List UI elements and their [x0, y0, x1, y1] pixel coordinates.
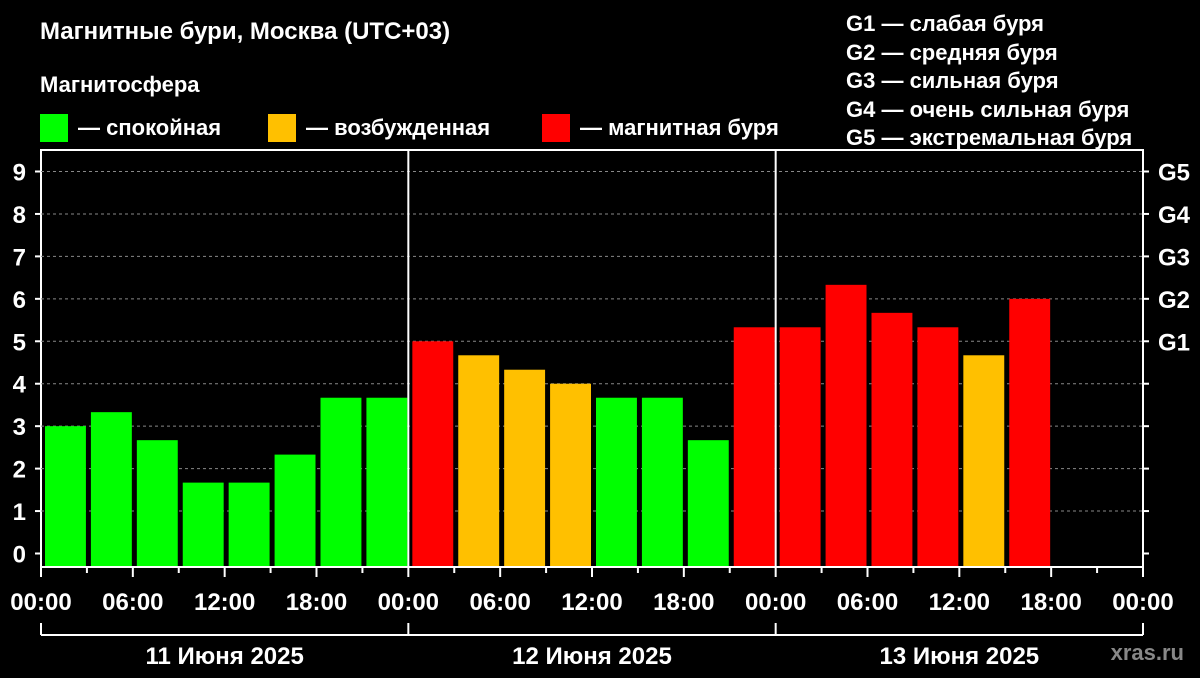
y-tick-label: 3 — [13, 414, 26, 441]
y-tick-label: 0 — [13, 542, 26, 569]
kp-bar — [779, 327, 821, 566]
legend-swatch-unsettled — [268, 114, 296, 142]
chart-title: Магнитные бури, Москва (UTC+03) — [40, 18, 451, 45]
kp-bar — [458, 355, 500, 566]
y-tick-label: 8 — [13, 202, 26, 229]
y-tick-label: 1 — [13, 499, 26, 526]
kp-bar — [596, 397, 637, 566]
watermark: xras.ru — [1110, 640, 1184, 665]
kp-bar — [871, 312, 913, 566]
day-label: 12 Июня 2025 — [512, 643, 672, 670]
legend-label-unsettled: — возбужденная — [306, 115, 491, 140]
storm-level-g3: G3 — сильная буря — [846, 68, 1059, 93]
x-tick-label: 06:00 — [837, 589, 898, 616]
kp-bar — [917, 327, 959, 566]
g-level-label: G5 — [1158, 160, 1190, 187]
x-tick-label: 18:00 — [1020, 589, 1081, 616]
kp-bar — [45, 426, 86, 566]
legend-item-unsettled: — возбужденная — [268, 114, 490, 142]
legend-swatch-storm — [542, 114, 570, 142]
y-tick-label: 2 — [13, 457, 26, 484]
y-tick-label: 6 — [13, 287, 26, 314]
storm-level-list: G1 — слабая буря G2 — средняя буря G3 — … — [846, 10, 1132, 153]
kp-bar — [687, 440, 729, 566]
y-tick-label: 9 — [13, 160, 26, 187]
storm-level-g2: G2 — средняя буря — [846, 39, 1058, 65]
x-tick-label: 00:00 — [745, 589, 806, 616]
x-tick-label: 00:00 — [378, 589, 439, 616]
x-tick-label: 12:00 — [929, 589, 990, 616]
legend-swatch-quiet — [40, 114, 68, 142]
kp-bar — [825, 284, 867, 566]
kp-bar — [366, 397, 408, 566]
legend-label-quiet: — спокойная — [78, 115, 222, 140]
x-tick-label: 06:00 — [102, 589, 163, 616]
kp-bar — [182, 482, 224, 566]
legend-title: Магнитосфера — [40, 72, 200, 97]
g-level-label: G4 — [1158, 202, 1191, 229]
x-tick-label: 18:00 — [286, 589, 347, 616]
kp-bar — [90, 412, 132, 566]
storm-level-g1: G1 — слабая буря — [846, 11, 1045, 36]
y-tick-label: 5 — [13, 329, 26, 356]
kp-bar — [641, 397, 683, 566]
kp-bar — [963, 355, 1005, 566]
legend-item-quiet: — спокойная — [40, 114, 221, 142]
kp-bar — [1009, 298, 1051, 566]
x-tick-label: 12:00 — [194, 589, 255, 616]
kp-bar — [228, 482, 270, 566]
x-tick-label: 06:00 — [469, 589, 530, 616]
kp-bar — [274, 454, 316, 566]
day-label: 13 Июня 2025 — [879, 643, 1039, 670]
g-level-label: G2 — [1158, 287, 1190, 314]
x-tick-label: 00:00 — [1112, 589, 1173, 616]
kp-bar — [320, 397, 362, 566]
storm-level-g5: G5 — экстремальная буря — [846, 125, 1133, 150]
y-tick-label: 4 — [13, 372, 27, 399]
storm-level-g4: G4 — очень сильная буря — [846, 96, 1130, 122]
legend-label-storm: — магнитная буря — [580, 115, 779, 140]
kp-bar — [412, 341, 454, 566]
day-label: 11 Июня 2025 — [145, 643, 303, 670]
g-level-label: G1 — [1158, 329, 1190, 356]
x-tick-label: 12:00 — [561, 589, 622, 616]
kp-bar — [550, 383, 591, 566]
g-level-label: G3 — [1158, 244, 1190, 271]
x-tick-label: 00:00 — [10, 589, 71, 616]
x-tick-label: 18:00 — [653, 589, 714, 616]
legend-item-storm: — магнитная буря — [542, 114, 779, 142]
kp-bar — [504, 369, 546, 566]
kp-bar — [733, 327, 775, 566]
kp-bar — [136, 440, 178, 566]
y-tick-label: 7 — [13, 244, 26, 271]
